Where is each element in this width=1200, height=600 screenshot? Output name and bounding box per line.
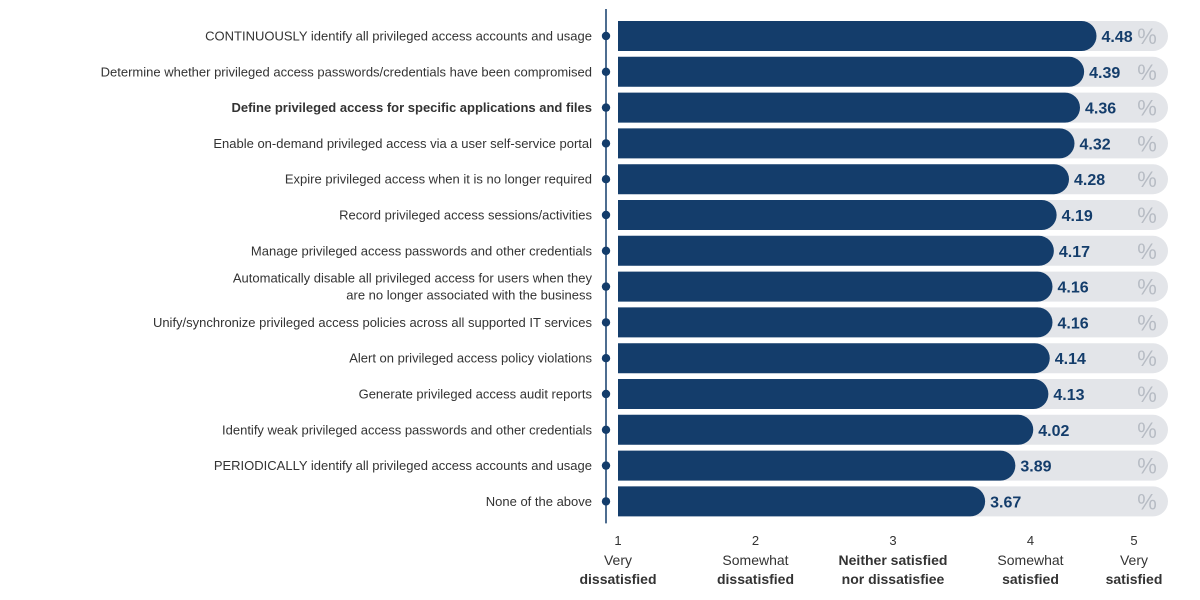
axis-dot — [601, 175, 611, 184]
x-axis-ticks: 1 Very dissatisfied 2 Somewhat dissatisfied 3 N… — [579, 533, 1162, 587]
x-tick-label: Very — [1120, 552, 1148, 568]
x-tick-label: satisfied — [1106, 571, 1163, 587]
x-tick-label: Very — [604, 552, 632, 568]
x-tick-label: satisfied — [1002, 571, 1059, 587]
bar-12 — [618, 414, 1034, 445]
axis-dot — [601, 210, 611, 220]
bar-5 — [618, 164, 1069, 195]
category-label: Generate privileged access audit reports — [359, 387, 593, 402]
x-tick-number: 5 — [1130, 533, 1137, 548]
x-tick-label: dissatisfied — [579, 571, 656, 587]
percent-icon: % — [1137, 131, 1157, 156]
bar-13 — [618, 450, 1016, 481]
category-label: Determine whether privileged access pass… — [101, 64, 592, 79]
value-label: 4.32 — [1080, 136, 1111, 153]
bars — [618, 21, 1097, 517]
axis-dot — [601, 354, 611, 363]
value-label: 4.14 — [1055, 351, 1086, 368]
value-label: 4.16 — [1058, 280, 1089, 297]
axis-dot — [601, 318, 611, 327]
category-label: None of the above — [486, 494, 592, 509]
category-label: Automatically disable all privileged acc… — [233, 271, 593, 286]
category-label: Alert on privileged access policy violat… — [349, 351, 592, 366]
category-label: Define privileged access for specific ap… — [231, 100, 592, 115]
value-label: 4.02 — [1038, 423, 1069, 440]
percent-icon: % — [1137, 346, 1157, 371]
value-label: 4.13 — [1053, 387, 1084, 404]
axis-dot — [601, 497, 611, 506]
value-label: 4.39 — [1089, 65, 1120, 82]
x-tick-label: Neither satisfied — [839, 552, 948, 568]
category-label: Record privileged access sessions/activi… — [339, 208, 592, 223]
x-tick-label: Somewhat — [722, 552, 788, 568]
axis-dot — [601, 67, 611, 77]
category-label: CONTINUOUSLY identify all privileged acc… — [205, 29, 592, 44]
percent-icon: % — [1137, 489, 1157, 514]
value-label: 4.36 — [1085, 101, 1116, 118]
category-label: are no longer associated with the busine… — [346, 288, 592, 303]
category-label: Identify weak privileged access password… — [222, 422, 592, 437]
percent-icon: % — [1137, 96, 1157, 121]
bar-11 — [618, 379, 1049, 409]
category-label: Expire privileged access when it is no l… — [285, 172, 592, 187]
category-label: Enable on-demand privileged access via a… — [213, 136, 592, 151]
category-labels: CONTINUOUSLY identify all privileged acc… — [101, 29, 593, 509]
category-label: Unify/synchronize privileged access poli… — [153, 315, 593, 330]
value-label: 4.19 — [1062, 208, 1093, 225]
value-labels: 4.48 % 4.39 % 4.36 % 4.32 % 4.28 % 4.19 % 4.17 % 4.16%… — [990, 24, 1157, 514]
bar-10 — [618, 343, 1050, 374]
x-tick-label: Somewhat — [997, 552, 1063, 568]
percent-icon: % — [1137, 275, 1157, 300]
axis-dot — [601, 389, 611, 399]
percent-icon: % — [1137, 203, 1157, 228]
x-tick-number: 2 — [752, 533, 759, 548]
bar-2 — [618, 56, 1085, 87]
bar-9 — [618, 307, 1053, 338]
value-label: 3.67 — [990, 494, 1021, 511]
category-axis — [601, 9, 611, 524]
x-tick-number: 4 — [1027, 533, 1034, 548]
bar-1 — [618, 21, 1097, 51]
percent-icon: % — [1137, 24, 1157, 49]
percent-icon: % — [1137, 310, 1157, 335]
x-tick-number: 3 — [889, 533, 896, 548]
percent-icon: % — [1137, 167, 1157, 192]
axis-dot — [601, 282, 611, 291]
bar-14 — [618, 486, 986, 517]
value-label: 3.89 — [1020, 459, 1051, 476]
axis-dot — [601, 461, 611, 470]
x-tick-label: dissatisfied — [717, 571, 794, 587]
x-tick-label: nor dissatisfiee — [842, 571, 945, 587]
percent-icon: % — [1137, 418, 1157, 443]
percent-icon: % — [1137, 454, 1157, 479]
bar-8 — [618, 271, 1053, 302]
value-label: 4.48 — [1102, 29, 1133, 46]
bar-6 — [618, 200, 1057, 230]
x-tick-number: 1 — [614, 533, 621, 548]
axis-dot — [601, 139, 611, 148]
axis-dot — [601, 103, 611, 112]
value-label: 4.16 — [1058, 315, 1089, 332]
percent-icon: % — [1137, 382, 1157, 407]
category-label: Manage privileged access passwords and o… — [251, 243, 593, 258]
percent-icon: % — [1137, 239, 1157, 264]
bar-3 — [618, 92, 1080, 123]
value-label: 4.28 — [1074, 172, 1105, 189]
value-label: 4.17 — [1059, 244, 1090, 261]
category-label: PERIODICALLY identify all privileged acc… — [214, 458, 592, 473]
axis-dot — [601, 246, 611, 255]
bar-7 — [618, 235, 1054, 266]
axis-dot — [601, 31, 611, 41]
axis-dot — [601, 425, 611, 434]
bar-4 — [618, 128, 1075, 159]
percent-icon: % — [1137, 60, 1157, 85]
